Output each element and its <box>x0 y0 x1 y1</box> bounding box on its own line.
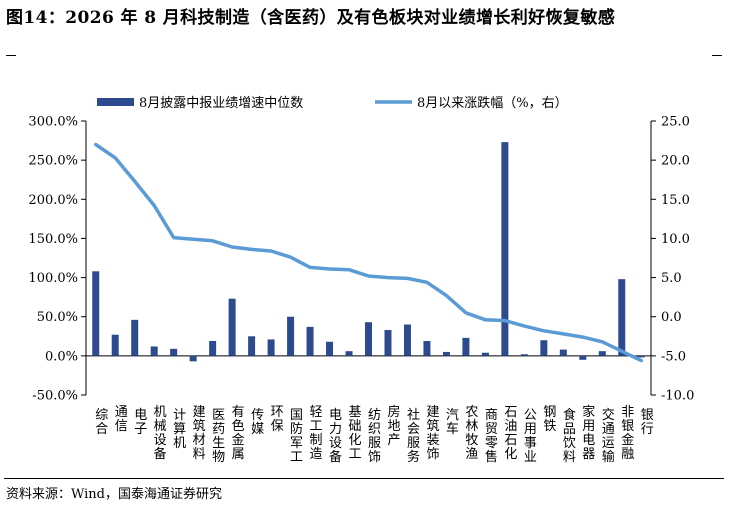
bar <box>423 340 431 356</box>
bar <box>209 340 217 356</box>
left-tick-label: 50.0% <box>37 310 78 325</box>
x-tick-label: 环保 <box>271 405 284 434</box>
bar <box>228 298 236 356</box>
bar <box>501 142 509 356</box>
bar <box>267 339 275 356</box>
title-rule-left-tick <box>6 55 16 56</box>
title-rule-right-tick <box>712 55 722 56</box>
x-tick-label: 计算机 <box>173 408 186 451</box>
x-tick-label: 通信 <box>115 405 128 434</box>
x-tick-label: 基础化工 <box>349 405 362 462</box>
left-tick-label: 200.0% <box>28 193 78 208</box>
left-tick-label: 0.0% <box>45 349 78 364</box>
x-tick-label: 石油石化 <box>504 405 517 462</box>
bar <box>111 334 119 356</box>
bar <box>170 348 178 356</box>
right-tick-label: 0.0 <box>661 310 682 325</box>
x-tick-label: 商贸零售 <box>485 408 498 465</box>
x-tick-label: 非银金融 <box>621 405 634 462</box>
left-tick-label: 250.0% <box>28 154 78 169</box>
bar <box>326 341 334 356</box>
x-tick-label: 建筑装饰 <box>426 405 439 462</box>
right-tick-label: -10.0 <box>661 389 694 404</box>
x-tick-label: 公用事业 <box>524 408 537 465</box>
bar-series <box>92 142 645 362</box>
x-tick-label: 银行 <box>641 408 654 437</box>
x-tick-label: 家用电器 <box>582 404 595 462</box>
line-series-path <box>93 142 644 363</box>
bar <box>306 326 314 356</box>
bar <box>598 351 606 356</box>
bar <box>481 352 489 356</box>
bar <box>189 355 197 362</box>
x-axis-labels: 综合通信电子机械设备计算机建筑材料医药生物有色金属传媒环保国防军工轻工制造电力设… <box>95 404 654 465</box>
legend-line-label: 8月以来涨跌幅（%，右） <box>417 95 568 111</box>
bar <box>248 336 256 356</box>
bar <box>92 271 100 356</box>
x-tick-label: 纺织服饰 <box>368 408 381 465</box>
x-tick-label: 传媒 <box>251 408 264 437</box>
bar <box>618 279 626 356</box>
x-tick-label: 电力设备 <box>329 408 342 465</box>
x-tick-label: 医药生物 <box>212 408 225 465</box>
x-tick-label: 食品饮料 <box>563 407 576 465</box>
x-tick-label: 机械设备 <box>154 405 167 462</box>
left-tick-label: 100.0% <box>28 271 78 286</box>
x-tick-label: 轻工制造 <box>310 405 323 462</box>
bar <box>540 340 548 356</box>
right-tick-label: 5.0 <box>661 271 682 286</box>
right-tick-label: -5.0 <box>661 349 686 364</box>
x-tick-label: 钢铁 <box>543 405 556 434</box>
bar <box>462 337 470 356</box>
x-tick-label: 房地产 <box>387 404 400 448</box>
x-tick-label: 电子 <box>134 408 147 437</box>
chart-title: 图14：2026 年 8 月科技制造（含医药）及有色板块对业绩增长利好恢复敏感 <box>6 8 616 28</box>
right-tick-label: 15.0 <box>661 193 690 208</box>
x-tick-label: 国防军工 <box>290 408 303 465</box>
bar <box>287 316 295 356</box>
bar <box>442 351 450 356</box>
x-tick-label: 农林牧渔 <box>465 405 478 462</box>
bar <box>637 355 645 358</box>
left-tick-label: -50.0% <box>32 389 78 404</box>
bar <box>520 354 528 356</box>
x-tick-label: 社会服务 <box>407 407 420 465</box>
bar <box>384 330 392 356</box>
x-tick-label: 汽车 <box>446 408 459 437</box>
legend: 8月披露中报业绩增速中位数 8月以来涨跌幅（%，右） <box>97 95 568 111</box>
x-tick-label: 综合 <box>95 408 108 437</box>
x-tick-label: 建筑材料 <box>193 405 206 462</box>
left-tick-label: 150.0% <box>28 232 78 247</box>
x-tick-label: 有色金属 <box>232 405 245 462</box>
legend-bar-label: 8月披露中报业绩增速中位数 <box>139 96 303 111</box>
right-axis: -10.0 -5.0 0.0 5.0 10.0 15.0 20.0 25.0 <box>650 115 694 404</box>
bar <box>403 324 411 356</box>
x-tick-label: 交通运输 <box>602 407 615 465</box>
legend-bar-swatch <box>97 98 134 106</box>
bar <box>365 322 372 356</box>
bar <box>131 319 139 356</box>
left-axis: -50.0% 0.0% 50.0% 100.0% 150.0% 200.0% 250.0% 3… <box>28 115 651 404</box>
right-tick-label: 25.0 <box>661 115 690 130</box>
bar <box>150 346 158 356</box>
bar <box>559 349 567 356</box>
right-tick-label: 10.0 <box>661 232 690 247</box>
bar <box>579 355 587 360</box>
line-series <box>93 142 644 363</box>
right-tick-label: 20.0 <box>661 154 690 169</box>
bar <box>345 351 353 356</box>
source-rule <box>4 478 724 479</box>
source-note: 资料来源：Wind，国泰海通证券研究 <box>6 487 222 502</box>
left-tick-label: 300.0% <box>28 115 78 130</box>
